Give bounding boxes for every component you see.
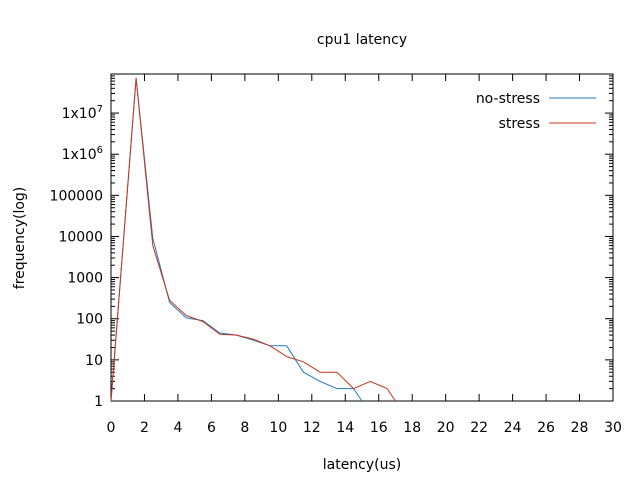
x-tick-labels: 0 2 4 6 8 10 12 14 16 18 20 22 24 26 28 30 [107,420,622,436]
y-tick-label: 1 [94,394,103,410]
axis-ticks [110,74,614,402]
x-tick-label: 4 [173,420,182,436]
series-line-stress [110,77,396,402]
x-tick-label: 18 [403,420,421,436]
x-tick-label: 22 [470,420,488,436]
x-tick-label: 12 [303,420,321,436]
x-tick-label: 2 [140,420,149,436]
chart-title: cpu1 latency [317,32,407,48]
legend-label: no-stress [476,91,540,107]
y-tick-label: 100000 [50,188,103,204]
x-tick-label: 28 [571,420,589,436]
x-axis-label: latency(us) [323,457,402,473]
legend: no-stress stress [476,91,596,132]
x-tick-label: 6 [207,420,216,436]
y-tick-label: 1x106 [62,145,103,163]
y-tick-label: 10000 [58,229,103,245]
y-tick-label: 1x107 [62,104,103,122]
series-line-no-stress [110,77,363,402]
x-tick-label: 30 [604,420,622,436]
x-tick-label: 26 [537,420,555,436]
y-tick-label: 100 [76,312,103,328]
x-tick-label: 10 [269,420,287,436]
y-tick-labels: 1 10 100 1000 10000 100000 1x106 1x107 [50,104,103,410]
series-lines [110,77,396,402]
y-tick-label: 1000 [67,271,103,287]
y-tick-label: 10 [85,353,103,369]
legend-label: stress [499,116,540,132]
x-tick-label: 24 [504,420,522,436]
x-tick-label: 14 [336,420,354,436]
y-axis-label: frequency(log) [12,187,28,289]
x-tick-label: 0 [107,420,116,436]
x-tick-label: 8 [240,420,249,436]
x-tick-label: 20 [437,420,455,436]
x-tick-label: 16 [370,420,388,436]
